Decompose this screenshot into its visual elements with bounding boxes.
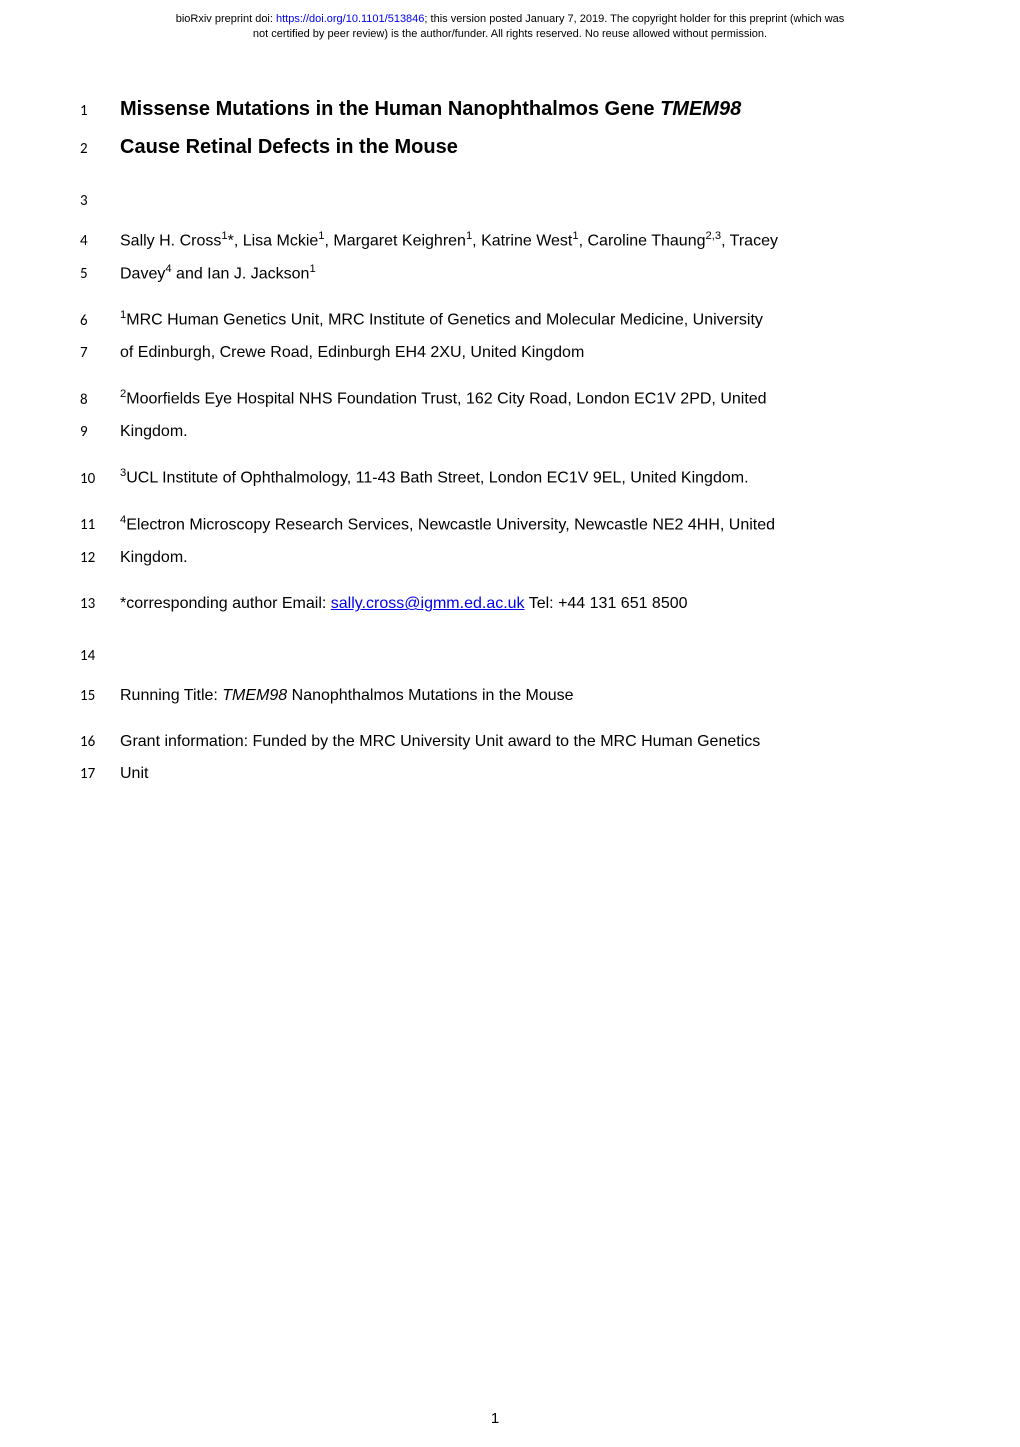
blank-text xyxy=(120,636,910,660)
line-number: 7 xyxy=(80,344,120,362)
title-gene: TMEM98 xyxy=(660,98,741,120)
line-number: 17 xyxy=(80,765,120,783)
author-name: , Margaret Keighren xyxy=(325,232,466,249)
aff-text: UCL Institute of Ophthalmology, 11-43 Ba… xyxy=(126,470,748,487)
author-name: , Katrine West xyxy=(472,232,572,249)
author-name: Davey xyxy=(120,265,165,282)
corr-suffix: Tel: +44 131 651 8500 xyxy=(525,595,688,612)
author-sup: 1 xyxy=(309,263,315,275)
line-number: 6 xyxy=(80,312,120,330)
line-number: 10 xyxy=(80,470,120,488)
aff2-text-2: Kingdom. xyxy=(120,417,910,447)
line-number: 11 xyxy=(80,516,120,534)
line-number: 8 xyxy=(80,391,120,409)
line-number: 9 xyxy=(80,423,120,441)
affiliation-4-line-1: 11 4Electron Microscopy Research Service… xyxy=(80,510,910,541)
aff1-text-1: 1MRC Human Genetics Unit, MRC Institute … xyxy=(120,305,910,336)
affiliation-2-line-2: 9 Kingdom. xyxy=(80,417,910,447)
line-number: 4 xyxy=(80,232,120,250)
header-line1-suffix: ; this version posted January 7, 2019. T… xyxy=(424,13,844,25)
header-line2: not certified by peer review) is the aut… xyxy=(253,28,767,40)
authors-text-1: Sally H. Cross1*, Lisa Mckie1, Margaret … xyxy=(120,226,910,257)
title-text-line2: Cause Retinal Defects in the Mouse xyxy=(120,129,910,165)
author-name: Sally H. Cross xyxy=(120,232,221,249)
aff4-text-2: Kingdom. xyxy=(120,543,910,573)
line-number: 5 xyxy=(80,265,120,283)
aff3-text-1: 3UCL Institute of Ophthalmology, 11-43 B… xyxy=(120,463,910,494)
grant-text-1: Grant information: Funded by the MRC Uni… xyxy=(120,727,910,757)
author-name: *, Lisa Mckie xyxy=(228,232,319,249)
blank-text xyxy=(120,181,910,205)
rt-gene: TMEM98 xyxy=(222,687,287,704)
title-line-1: 1 Missense Mutations in the Human Nanoph… xyxy=(80,91,910,127)
line-number: 12 xyxy=(80,549,120,567)
page-number: 1 xyxy=(80,1410,910,1427)
rt-suffix: Nanophthalmos Mutations in the Mouse xyxy=(287,687,573,704)
author-name: and Ian J. Jackson xyxy=(172,265,310,282)
aff4-text-1: 4Electron Microscopy Research Services, … xyxy=(120,510,910,541)
affiliation-1-line-2: 7 of Edinburgh, Crewe Road, Edinburgh EH… xyxy=(80,338,910,368)
line-number: 2 xyxy=(80,140,120,158)
title-part1: Missense Mutations in the Human Nanophth… xyxy=(120,98,660,120)
running-title-text: Running Title: TMEM98 Nanophthalmos Muta… xyxy=(120,681,910,711)
line-number: 13 xyxy=(80,595,120,613)
running-title-line: 15 Running Title: TMEM98 Nanophthalmos M… xyxy=(80,681,910,711)
aff-text: Moorfields Eye Hospital NHS Foundation T… xyxy=(126,391,766,408)
author-name: , Tracey xyxy=(721,232,778,249)
grant-line-1: 16 Grant information: Funded by the MRC … xyxy=(80,727,910,757)
affiliation-1-line-1: 6 1MRC Human Genetics Unit, MRC Institut… xyxy=(80,305,910,336)
header-line1-prefix: bioRxiv preprint doi: xyxy=(176,13,276,25)
aff2-text-1: 2Moorfields Eye Hospital NHS Foundation … xyxy=(120,384,910,415)
authors-line-1: 4 Sally H. Cross1*, Lisa Mckie1, Margare… xyxy=(80,226,910,257)
affiliation-2-line-1: 8 2Moorfields Eye Hospital NHS Foundatio… xyxy=(80,384,910,415)
line-number: 14 xyxy=(80,647,120,665)
blank-line: 3 xyxy=(80,181,910,210)
authors-text-2: Davey4 and Ian J. Jackson1 xyxy=(120,259,910,290)
authors-line-2: 5 Davey4 and Ian J. Jackson1 xyxy=(80,259,910,290)
rt-prefix: Running Title: xyxy=(120,687,222,704)
email-link[interactable]: sally.cross@igmm.ed.ac.uk xyxy=(331,595,525,612)
title-line-2: 2 Cause Retinal Defects in the Mouse xyxy=(80,129,910,165)
grant-text-2: Unit xyxy=(120,759,910,789)
author-sup: 2,3 xyxy=(706,230,722,242)
blank-line: 14 xyxy=(80,636,910,665)
line-number: 15 xyxy=(80,687,120,705)
aff-text: MRC Human Genetics Unit, MRC Institute o… xyxy=(126,312,763,329)
page-content: 1 Missense Mutations in the Human Nanoph… xyxy=(0,51,1020,1447)
grant-line-2: 17 Unit xyxy=(80,759,910,789)
aff-text: Electron Microscopy Research Services, N… xyxy=(126,516,775,533)
preprint-header: bioRxiv preprint doi: https://doi.org/10… xyxy=(0,0,1020,51)
doi-link[interactable]: https://doi.org/10.1101/513846 xyxy=(276,13,424,25)
corresponding-line: 13 *corresponding author Email: sally.cr… xyxy=(80,589,910,619)
title-text-line1: Missense Mutations in the Human Nanophth… xyxy=(120,91,910,127)
author-name: , Caroline Thaung xyxy=(579,232,706,249)
line-number: 3 xyxy=(80,192,120,210)
corresponding-text: *corresponding author Email: sally.cross… xyxy=(120,589,910,619)
affiliation-3-line-1: 10 3UCL Institute of Ophthalmology, 11-4… xyxy=(80,463,910,494)
line-number: 16 xyxy=(80,733,120,751)
line-number: 1 xyxy=(80,102,120,120)
affiliation-4-line-2: 12 Kingdom. xyxy=(80,543,910,573)
corr-prefix: *corresponding author Email: xyxy=(120,595,331,612)
aff1-text-2: of Edinburgh, Crewe Road, Edinburgh EH4 … xyxy=(120,338,910,368)
